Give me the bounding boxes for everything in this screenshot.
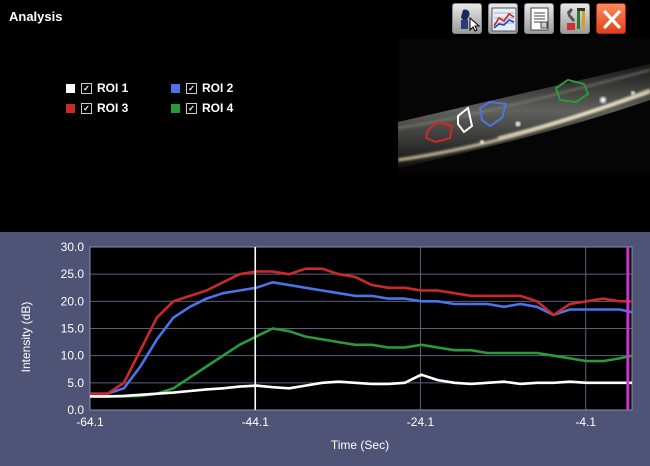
series-line-roi-4 <box>90 327 633 398</box>
roi-3-checkbox[interactable]: ✓ <box>81 102 92 114</box>
wizard-cursor-icon <box>461 9 481 32</box>
roi-2-outline[interactable] <box>478 100 508 128</box>
y-tick-label: 30.0 <box>61 240 85 254</box>
tools-button[interactable] <box>560 3 590 34</box>
legend-label: ROI 4 <box>202 101 234 115</box>
wizard-button[interactable] <box>452 3 482 34</box>
x-tick-label: -44.1 <box>242 415 270 429</box>
color-swatch <box>171 103 180 113</box>
roi-4-checkbox[interactable]: ✓ <box>186 102 197 114</box>
color-swatch <box>66 83 75 93</box>
line-chart-icon <box>491 7 517 32</box>
series-line-roi-3 <box>90 267 632 395</box>
x-tick-label: -64.1 <box>76 415 104 429</box>
close-button[interactable] <box>596 3 626 34</box>
legend-item-roi-3[interactable]: ✓ ROI 3 <box>66 101 171 115</box>
x-axis-label: Time (Sec) <box>331 438 389 452</box>
page-title: Analysis <box>9 9 63 24</box>
y-tick-label: 25.0 <box>61 267 85 281</box>
y-axis-label: Intensity (dB) <box>19 302 33 373</box>
roi-1-checkbox[interactable]: ✓ <box>81 82 92 94</box>
report-document-icon <box>530 7 549 31</box>
y-tick-label: 20.0 <box>61 294 85 308</box>
roi-4-outline[interactable] <box>554 78 590 104</box>
legend-item-roi-2[interactable]: ✓ ROI 2 <box>171 81 271 95</box>
x-tick-label: -24.1 <box>407 415 435 429</box>
legend-item-roi-1[interactable]: ✓ ROI 1 <box>66 81 171 95</box>
legend-label: ROI 1 <box>97 81 129 95</box>
y-tick-label: 0.0 <box>67 403 84 417</box>
analysis-top-panel: Analysis <box>0 0 650 232</box>
color-swatch <box>171 83 180 93</box>
roi-3-outline[interactable] <box>424 120 454 144</box>
tools-icon <box>567 8 585 30</box>
y-tick-label: 5.0 <box>67 376 84 390</box>
ultrasound-image[interactable] <box>398 38 650 175</box>
legend-label: ROI 2 <box>202 81 234 95</box>
y-tick-label: 10.0 <box>61 349 85 363</box>
toolbar <box>452 3 626 34</box>
intensity-chart[interactable]: 0.0 5.0 10.0 15.0 20.0 25.0 30.0 -64.1 -44.1 -24… <box>0 232 650 466</box>
roi-2-checkbox[interactable]: ✓ <box>186 82 197 94</box>
x-tick-label: -4.1 <box>575 415 596 429</box>
roi-1-outline[interactable] <box>457 106 474 134</box>
report-button[interactable] <box>524 3 554 34</box>
series-line-roi-1 <box>90 373 632 398</box>
chart-panel: 0.0 5.0 10.0 15.0 20.0 25.0 30.0 -64.1 -44.1 -24… <box>0 232 650 466</box>
chart-button[interactable] <box>488 3 518 34</box>
legend-label: ROI 3 <box>97 101 129 115</box>
color-swatch <box>66 103 75 113</box>
close-icon <box>603 10 621 29</box>
legend-item-roi-4[interactable]: ✓ ROI 4 <box>171 101 271 115</box>
y-tick-label: 15.0 <box>61 322 85 336</box>
roi-legend: ✓ ROI 1 ✓ ROI 2 ✓ ROI 3 ✓ ROI 4 <box>66 81 271 115</box>
series-line-roi-2 <box>90 280 633 395</box>
plot-border <box>89 246 633 411</box>
